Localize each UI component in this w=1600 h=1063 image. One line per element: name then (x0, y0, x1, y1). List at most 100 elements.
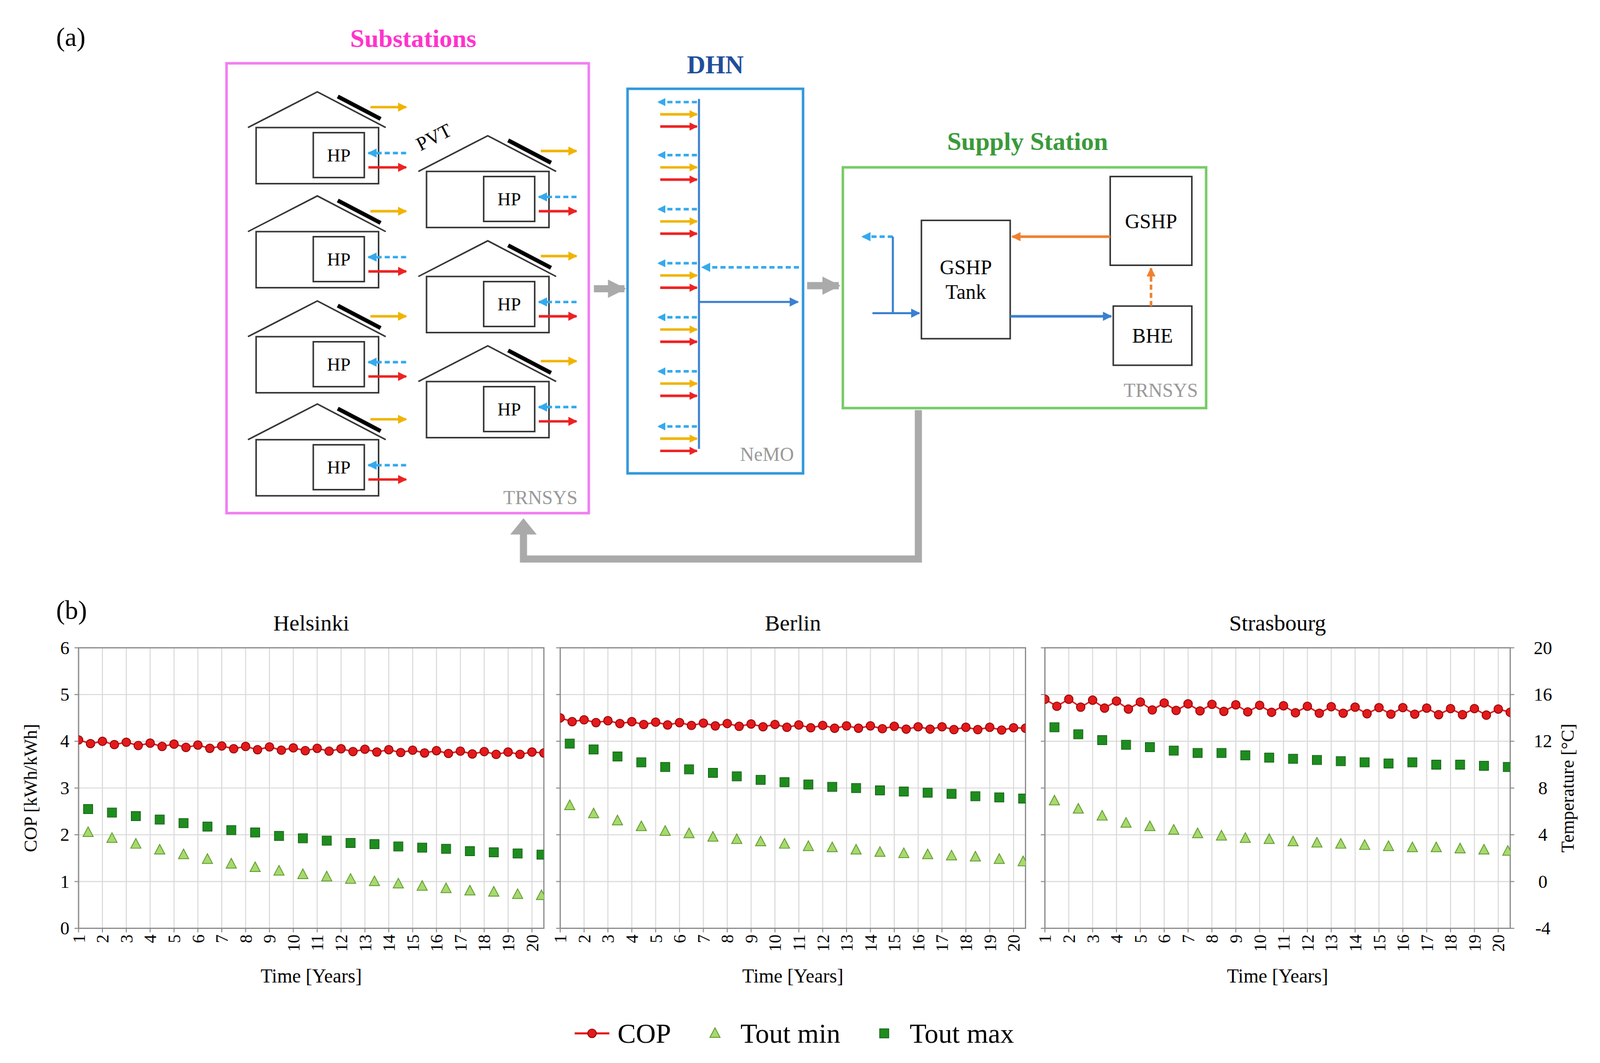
marker-circle (1159, 698, 1169, 708)
marker-triangle (683, 828, 695, 839)
hp-box (483, 176, 535, 222)
arrow (538, 210, 577, 214)
arrow (660, 220, 698, 223)
marker-circle (579, 715, 589, 725)
marker-square (441, 844, 451, 854)
legend-label: Tout min (740, 1018, 840, 1050)
house: HP (418, 346, 577, 439)
marker-square (875, 786, 885, 796)
legend-label: COP (617, 1018, 672, 1050)
node-box (1110, 176, 1193, 266)
grid-line (560, 694, 1026, 696)
arrow (538, 314, 577, 318)
house: HP (418, 240, 577, 333)
marker-square (923, 788, 933, 798)
hp-label: HP (497, 294, 521, 315)
arrow (1012, 235, 1111, 239)
chart-panel: 1234567891011121314151617181920BerlinTim… (550, 610, 1030, 988)
marker-square (1018, 794, 1026, 804)
tick (1354, 928, 1356, 933)
marker-circle (181, 743, 191, 753)
arrow (658, 370, 698, 373)
tick-label: 5 (164, 934, 184, 944)
marker-square (994, 792, 1005, 803)
tick-label: 2 (574, 934, 595, 944)
marker-triangle (417, 881, 428, 891)
marker-circle (854, 724, 863, 734)
tick-label: 19 (498, 934, 519, 953)
marker-circle (252, 745, 262, 755)
arrow (807, 281, 839, 290)
marker-circle (746, 720, 756, 729)
axis-title: Time [Years] (742, 965, 844, 988)
tick-label: 9 (260, 934, 280, 944)
marker-circle (432, 746, 441, 756)
tick-label: 0 (1538, 871, 1548, 892)
marker-circle (78, 735, 83, 745)
data-layer (560, 714, 1026, 867)
marker-triangle (755, 836, 767, 847)
marker-circle (479, 747, 489, 757)
house: HP (248, 91, 407, 184)
arrow (862, 235, 894, 239)
marker-triangle (250, 862, 261, 873)
tick-label: 6 (670, 934, 690, 944)
tick (1510, 928, 1515, 930)
tick-label: 6 (1154, 934, 1174, 944)
tick-label: 12 (1298, 934, 1318, 953)
node-label: GSHPTank (939, 256, 992, 304)
marker-circle (842, 721, 851, 731)
tick (845, 928, 848, 933)
marker-square (612, 752, 623, 762)
tick (870, 928, 872, 933)
hp-label: HP (326, 145, 351, 166)
arrow (660, 382, 698, 385)
marker-square (684, 764, 694, 775)
arrow (1149, 268, 1153, 307)
marker-circle (889, 722, 899, 732)
tick-label: 3 (598, 934, 618, 944)
arrow (658, 315, 698, 319)
marker-circle (1458, 710, 1467, 720)
marker-triangle (1192, 828, 1204, 839)
tick (556, 881, 561, 883)
grid-line (78, 881, 544, 883)
house: HP (248, 404, 407, 497)
arrow (660, 394, 698, 398)
marker-square (1431, 760, 1442, 770)
marker-square (803, 780, 814, 790)
tick-label: 16 (427, 934, 447, 953)
tick-label: 10 (765, 934, 785, 953)
marker-square (346, 838, 356, 849)
tick-label: 17 (1417, 934, 1437, 953)
marker-square (83, 804, 94, 815)
marker-circle (539, 749, 544, 758)
house: HP (248, 301, 407, 394)
marker-square (589, 745, 599, 755)
tick-label: 19 (1465, 934, 1485, 953)
marker-square (1264, 753, 1274, 763)
tick (1187, 928, 1189, 933)
tick (1474, 928, 1476, 933)
arrow (660, 328, 698, 332)
grid-line (560, 881, 1026, 883)
grid-line (1044, 881, 1511, 883)
tick-label: 1 (1035, 934, 1055, 944)
tick (1040, 740, 1045, 742)
tick (149, 928, 151, 933)
marker-triangle (1431, 842, 1442, 853)
house-body (426, 171, 550, 228)
roof (248, 196, 387, 232)
marker-circle (157, 742, 167, 752)
tick-label: 14 (1345, 934, 1366, 953)
tick (1510, 694, 1515, 696)
arrow (658, 100, 698, 104)
tick (221, 928, 223, 933)
marker-triangle (803, 841, 814, 851)
tick-label: 8 (717, 934, 738, 944)
tick-label: 6 (188, 934, 209, 944)
marker-square (1240, 751, 1251, 761)
tick-label: 15 (884, 934, 905, 953)
arrow (368, 464, 407, 468)
tick-label: 18 (956, 934, 976, 953)
